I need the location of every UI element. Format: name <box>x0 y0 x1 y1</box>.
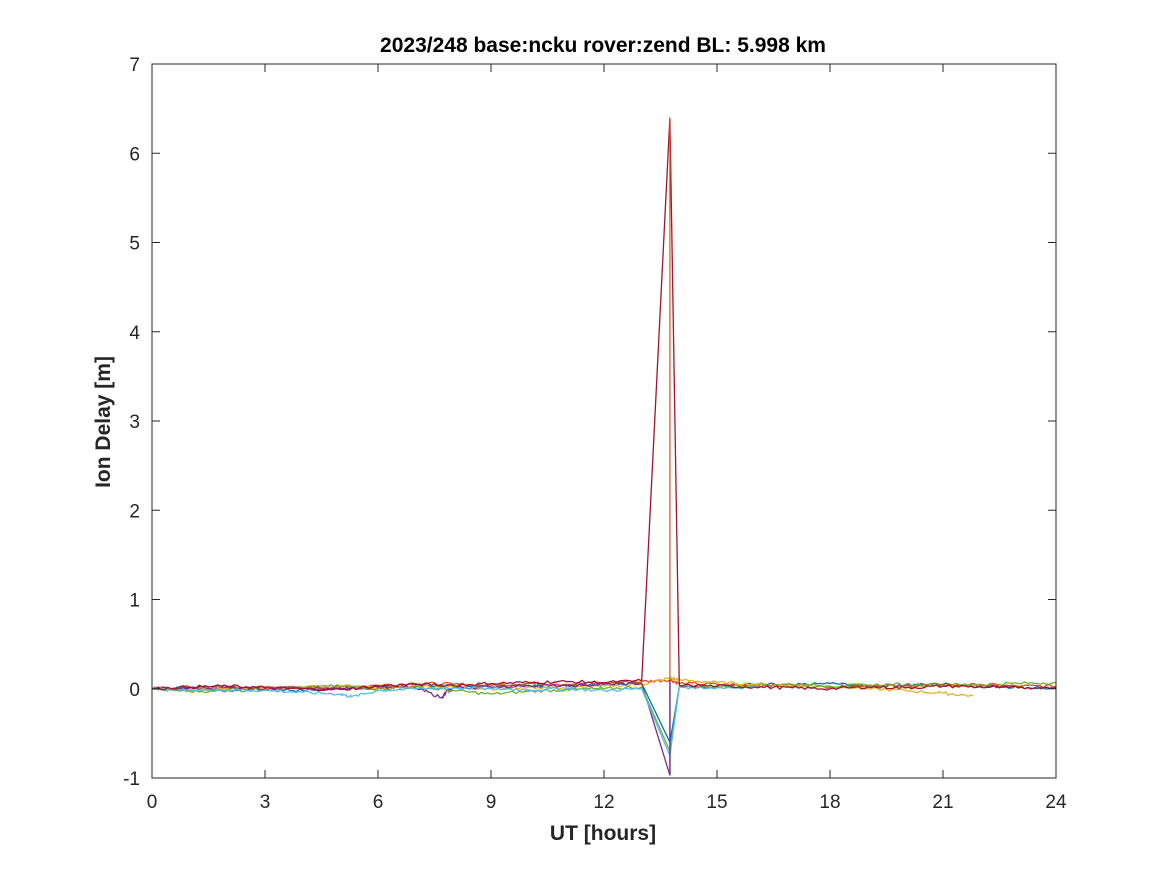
plot-area <box>151 117 1057 776</box>
x-tick-label: 3 <box>260 792 271 813</box>
x-tick-label: 0 <box>147 792 158 813</box>
y-tick-label: 7 <box>129 55 140 76</box>
x-tick-label: 24 <box>1045 792 1067 813</box>
x-tick-label: 12 <box>593 792 614 813</box>
y-tick-label: 3 <box>129 412 140 433</box>
x-axis-title: UT [hours] <box>550 822 656 845</box>
y-tick-label: 0 <box>129 680 140 701</box>
y-tick-label: 5 <box>129 234 140 255</box>
series-line-7 <box>151 117 1057 692</box>
chart-title: 2023/248 base:ncku rover:zend BL: 5.998 … <box>380 34 826 57</box>
x-axis-ticks: 0 3 6 9 12 15 18 21 24 <box>147 64 1067 813</box>
x-tick-label: 6 <box>373 792 384 813</box>
y-tick-label: -1 <box>123 769 140 790</box>
series-line-6 <box>151 684 755 759</box>
y-tick-label: 6 <box>129 144 140 165</box>
y-tick-label: 4 <box>129 323 140 344</box>
y-axis-title: Ion Delay [m] <box>92 356 115 488</box>
x-tick-label: 18 <box>819 792 840 813</box>
x-tick-label: 9 <box>486 792 497 813</box>
y-tick-label: 1 <box>129 591 140 612</box>
y-axis-ticks: -1 0 1 2 3 4 5 6 7 <box>123 55 1056 790</box>
x-tick-label: 15 <box>706 792 727 813</box>
y-tick-label: 2 <box>129 501 140 522</box>
series-line-4 <box>151 682 671 776</box>
x-tick-label: 21 <box>932 792 953 813</box>
axes-box <box>151 63 1057 779</box>
